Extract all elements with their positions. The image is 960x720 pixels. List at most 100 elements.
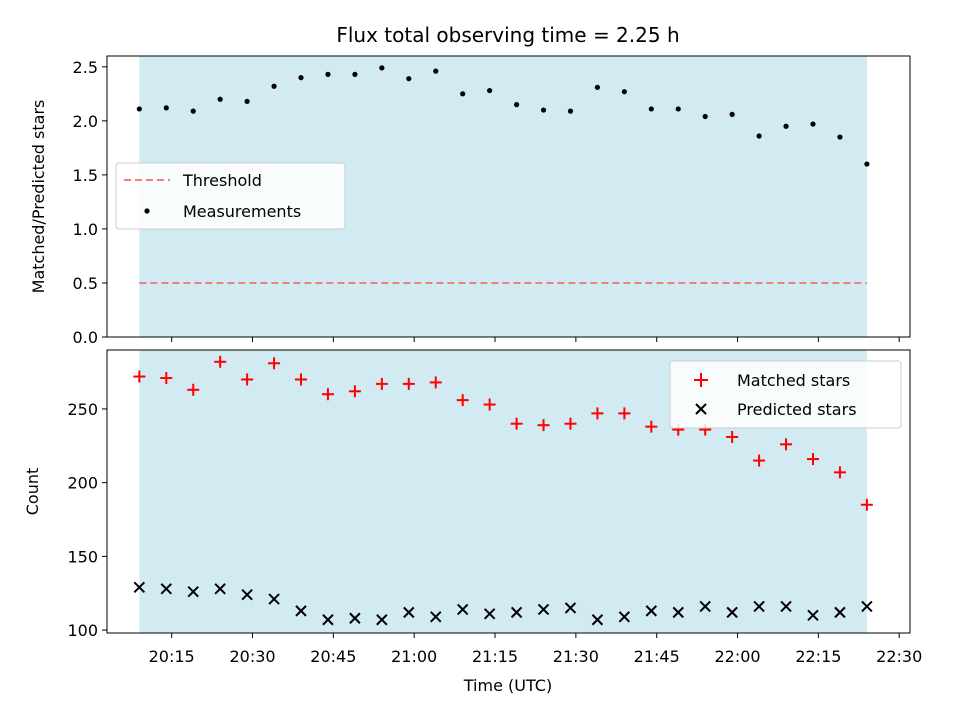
predicted-star-point	[672, 606, 684, 619]
predicted-star-point-b	[403, 606, 415, 619]
predicted-star-point-b	[591, 614, 604, 626]
x-axis-label: Time (UTC)	[463, 676, 552, 695]
bottom-plot-frame	[106, 349, 911, 634]
bottom-legend-box	[669, 360, 902, 429]
predicted-star-point-b	[214, 583, 226, 595]
top-axes-ticks: 0.0 0.5 1.0 1.5 2.0 2.5	[73, 58, 900, 347]
bottom-legend-predicted-swatch	[695, 403, 707, 415]
matched-star-point	[402, 377, 415, 390]
predicted-star-point	[618, 611, 631, 623]
matched-star-point	[133, 370, 146, 383]
predicted-star-point-b	[187, 586, 199, 598]
measurements-series	[136, 65, 870, 167]
measurement-point	[756, 133, 762, 139]
measurement-point	[433, 68, 439, 74]
top-y-tick-label: 2.5	[73, 58, 98, 77]
matched-star-point	[160, 372, 173, 385]
measurement-point	[675, 106, 681, 112]
matched-star-point	[591, 407, 604, 420]
measurement-point	[864, 161, 870, 167]
predicted-star-point-b	[160, 583, 172, 595]
top-legend-box	[115, 162, 346, 230]
predicted-star-point-b	[241, 588, 253, 601]
predicted-star-point	[510, 606, 523, 619]
predicted-star-point-b	[376, 614, 388, 626]
measurement-point	[325, 71, 331, 77]
x-tick-label: 22:30	[876, 647, 922, 666]
matched-star-point	[295, 373, 308, 386]
predicted-star-point-b	[349, 612, 361, 624]
measurement-point	[487, 87, 493, 94]
top-y-tick-label: 2.0	[73, 112, 98, 131]
top-y-tick-label: 0.0	[73, 328, 98, 347]
predicted-star-point	[376, 614, 388, 626]
predicted-star-point-b	[861, 600, 873, 613]
x-tick-label: 21:15	[472, 647, 518, 666]
predicted-star-point-b	[456, 603, 469, 616]
x-tick-label: 21:45	[634, 647, 680, 666]
predicted-star-point-b	[672, 606, 684, 619]
bottom-legend-matched-swatch	[694, 373, 708, 387]
predicted-star-point	[322, 614, 334, 626]
predicted-star-point	[753, 600, 765, 613]
matched-star-point	[537, 419, 550, 432]
bottom-y-tick-label: 250	[67, 400, 98, 419]
matched-star-point	[726, 430, 739, 443]
predicted-star-point	[214, 583, 226, 595]
predicted-star-point	[268, 593, 280, 605]
predicted-star-point-b	[430, 611, 442, 623]
top-y-axis-label: Matched/Predicted stars	[29, 100, 48, 294]
top-y-tick-label: 1.0	[73, 220, 98, 239]
measurement-point	[783, 123, 789, 129]
matched-star-point	[375, 377, 388, 390]
measurement-point	[729, 111, 735, 117]
bottom-y-axis-label: Count	[23, 468, 42, 516]
predicted-star-point-b	[753, 600, 765, 613]
predicted-star-point	[861, 600, 873, 613]
x-tick-label: 20:30	[229, 647, 275, 666]
top-legend-threshold-label: Threshold	[182, 171, 262, 190]
matched-star-point	[187, 383, 200, 396]
bottom-axes-ticks: 100 150 200 250 20:15 20:30 20:45 21:00 21:15 21:…	[67, 400, 922, 666]
measurement-point	[702, 113, 708, 120]
measurement-point	[837, 134, 843, 140]
measurement-point	[244, 98, 250, 104]
x-tick-label: 22:15	[795, 647, 841, 666]
bottom-legend-matched-label: Matched stars	[737, 371, 850, 390]
predicted-star-point-b	[133, 581, 146, 594]
predicted-star-point-b	[510, 606, 523, 619]
measurement-point	[352, 71, 358, 77]
predicted-star-point-b	[699, 600, 711, 613]
measurement-point	[513, 102, 520, 108]
predicted-star-point	[591, 614, 604, 626]
measurement-point	[217, 96, 223, 102]
measurement-point	[460, 91, 466, 97]
predicted-star-point-b	[618, 611, 631, 623]
top-plot-frame	[106, 55, 911, 338]
matched-star-point	[564, 417, 577, 430]
predicted-star-point	[241, 588, 253, 601]
matched-star-point	[241, 373, 254, 386]
matched-star-point	[645, 420, 658, 433]
measurement-point	[271, 83, 277, 89]
top-legend-measurements-swatch	[144, 208, 150, 214]
measurement-point	[298, 75, 304, 81]
measurement-point	[379, 65, 385, 71]
measurement-point	[163, 105, 169, 111]
predicted-star-point	[187, 586, 199, 598]
measurement-point	[810, 121, 816, 127]
x-tick-label: 21:00	[391, 647, 437, 666]
predicted-star-point	[645, 605, 658, 617]
matched-star-point	[860, 498, 873, 511]
bottom-legend-predicted-label: Predicted stars	[737, 400, 857, 419]
x-tick-label: 22:00	[714, 647, 760, 666]
predicted-star-point	[699, 600, 711, 613]
predicted-star-point	[160, 583, 172, 595]
measurement-point	[406, 76, 412, 82]
measurement-point	[567, 108, 574, 114]
predicted-star-point	[564, 602, 577, 614]
matched-star-point	[618, 407, 631, 420]
chart-title: Flux total observing time = 2.25 h	[336, 23, 679, 47]
measurement-point	[594, 84, 601, 90]
bottom-y-tick-label: 100	[67, 621, 98, 640]
